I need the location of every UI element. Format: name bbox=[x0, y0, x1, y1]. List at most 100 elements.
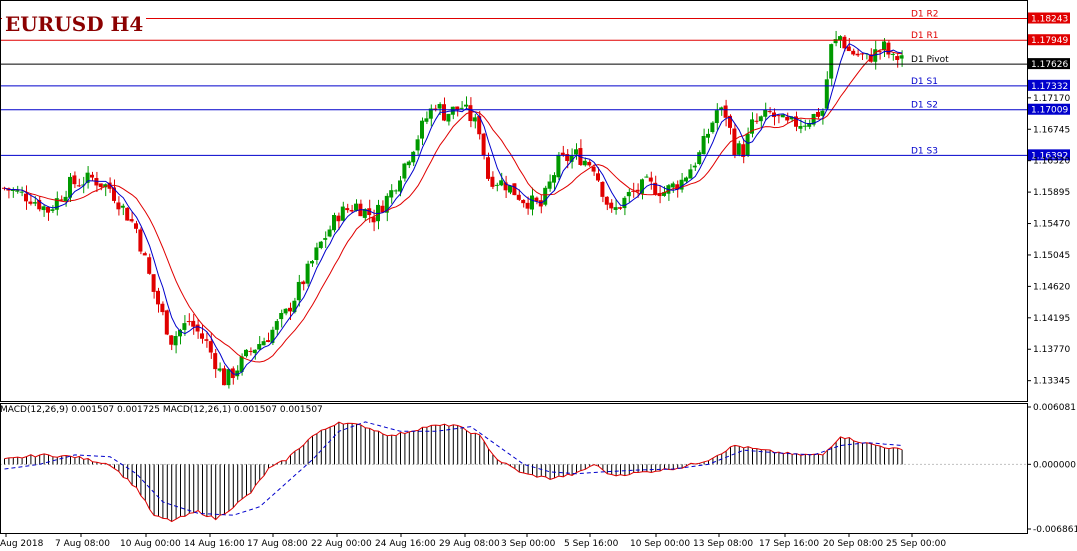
macd-y-tick-label: -0.006861 bbox=[1033, 525, 1077, 535]
candle-up bbox=[802, 125, 807, 127]
level-label: D1 R1 bbox=[911, 31, 939, 41]
macd-y-tick-label: 0.006081 bbox=[1033, 403, 1076, 413]
candle-up bbox=[758, 116, 763, 122]
candle-up bbox=[750, 119, 754, 134]
candle-up bbox=[411, 151, 416, 163]
candle-up bbox=[354, 203, 358, 211]
x-axis-tick-label: 5 Sep 16:00 bbox=[564, 539, 619, 549]
candle-up bbox=[81, 184, 86, 186]
candle-down bbox=[794, 116, 798, 127]
candle-up bbox=[882, 41, 886, 51]
candle-up bbox=[270, 329, 275, 343]
candle-down bbox=[248, 350, 253, 352]
macd-main-line bbox=[4, 421, 903, 523]
candle-down bbox=[855, 53, 860, 56]
candle-down bbox=[371, 217, 376, 223]
candle-up bbox=[15, 190, 20, 192]
candle-up bbox=[10, 189, 15, 191]
candle-down bbox=[301, 281, 306, 285]
candle-up bbox=[340, 206, 345, 221]
candle-down bbox=[631, 190, 636, 192]
candle-down bbox=[222, 368, 226, 386]
level-price-tag bbox=[1028, 79, 1070, 91]
candle-down bbox=[129, 219, 134, 222]
candle-up bbox=[459, 107, 464, 109]
x-axis-tick-label: Aug 2018 bbox=[0, 539, 44, 549]
candle-up bbox=[362, 209, 367, 218]
level-label: D1 S3 bbox=[911, 146, 938, 156]
level-price-tag-text: 1.17332 bbox=[1031, 82, 1068, 92]
candle-down bbox=[560, 152, 565, 155]
candle-up bbox=[446, 113, 451, 122]
candle-up bbox=[684, 177, 688, 182]
level-price-tag-text: 1.17626 bbox=[1031, 60, 1068, 70]
candle-up bbox=[899, 55, 904, 59]
candle-down bbox=[46, 206, 50, 213]
y-axis-tick-label: 1.17170 bbox=[1033, 94, 1070, 104]
candle-up bbox=[323, 238, 328, 240]
candle-up bbox=[692, 165, 697, 168]
candle-down bbox=[349, 209, 354, 212]
candle-up bbox=[763, 109, 768, 117]
candle-up bbox=[890, 53, 895, 55]
candle-down bbox=[842, 36, 847, 49]
y-axis-tick-label: 1.16745 bbox=[1033, 125, 1070, 135]
candle-up bbox=[547, 181, 552, 189]
candle-up bbox=[556, 154, 561, 178]
x-axis-tick-label: 22 Aug 00:00 bbox=[311, 539, 372, 549]
macd-y-tick-label: 0.000000 bbox=[1033, 460, 1076, 470]
candle-down bbox=[600, 181, 605, 197]
candle-down bbox=[886, 42, 891, 55]
candle-up bbox=[63, 196, 68, 202]
candle-up bbox=[829, 44, 834, 79]
candle-down bbox=[94, 178, 99, 186]
candle-up bbox=[464, 104, 468, 107]
x-axis-tick-label: 17 Aug 08:00 bbox=[247, 539, 308, 549]
candle-down bbox=[525, 202, 530, 209]
chart-title: EURUSD H4 bbox=[2, 12, 147, 36]
candle-up bbox=[644, 176, 649, 178]
candle-up bbox=[640, 179, 644, 194]
candle-up bbox=[226, 369, 231, 386]
candle-up bbox=[569, 155, 574, 162]
ma-fast-line bbox=[4, 43, 903, 375]
level-price-tag bbox=[1028, 58, 1070, 70]
candle-down bbox=[732, 128, 737, 156]
candle-up bbox=[613, 207, 618, 210]
candle-up bbox=[543, 187, 548, 205]
candle-down bbox=[851, 50, 856, 55]
candle-down bbox=[521, 199, 526, 204]
level-price-tag bbox=[1028, 12, 1070, 24]
candle-down bbox=[164, 310, 169, 335]
candle-down bbox=[380, 205, 385, 213]
candle-up bbox=[688, 169, 693, 179]
candle-up bbox=[838, 36, 842, 41]
x-axis-tick-label: 17 Sep 16:00 bbox=[759, 539, 819, 549]
level-label: D1 S1 bbox=[911, 77, 938, 87]
candle-up bbox=[710, 122, 715, 133]
candle-up bbox=[19, 191, 24, 193]
candle-up bbox=[415, 139, 420, 151]
candle-down bbox=[609, 202, 614, 209]
candle-up bbox=[283, 308, 288, 314]
candle-down bbox=[516, 194, 521, 200]
candle-down bbox=[142, 253, 147, 256]
candle-down bbox=[151, 274, 156, 292]
candle-up bbox=[530, 195, 534, 210]
candle-up bbox=[252, 349, 257, 354]
candle-down bbox=[76, 185, 81, 187]
level-price-tag-text: 1.17949 bbox=[1031, 36, 1068, 46]
candle-up bbox=[327, 229, 332, 237]
candle-down bbox=[2, 187, 6, 189]
y-axis-tick-label: 1.14620 bbox=[1033, 282, 1070, 292]
candle-down bbox=[156, 290, 160, 305]
candle-up bbox=[622, 197, 627, 209]
candle-up bbox=[50, 209, 55, 211]
level-price-tag bbox=[1028, 149, 1070, 161]
x-axis-tick-label: 14 Aug 16:00 bbox=[184, 539, 245, 549]
level-price-tag bbox=[1028, 103, 1070, 115]
candle-up bbox=[389, 190, 394, 198]
candle-up bbox=[552, 175, 556, 183]
